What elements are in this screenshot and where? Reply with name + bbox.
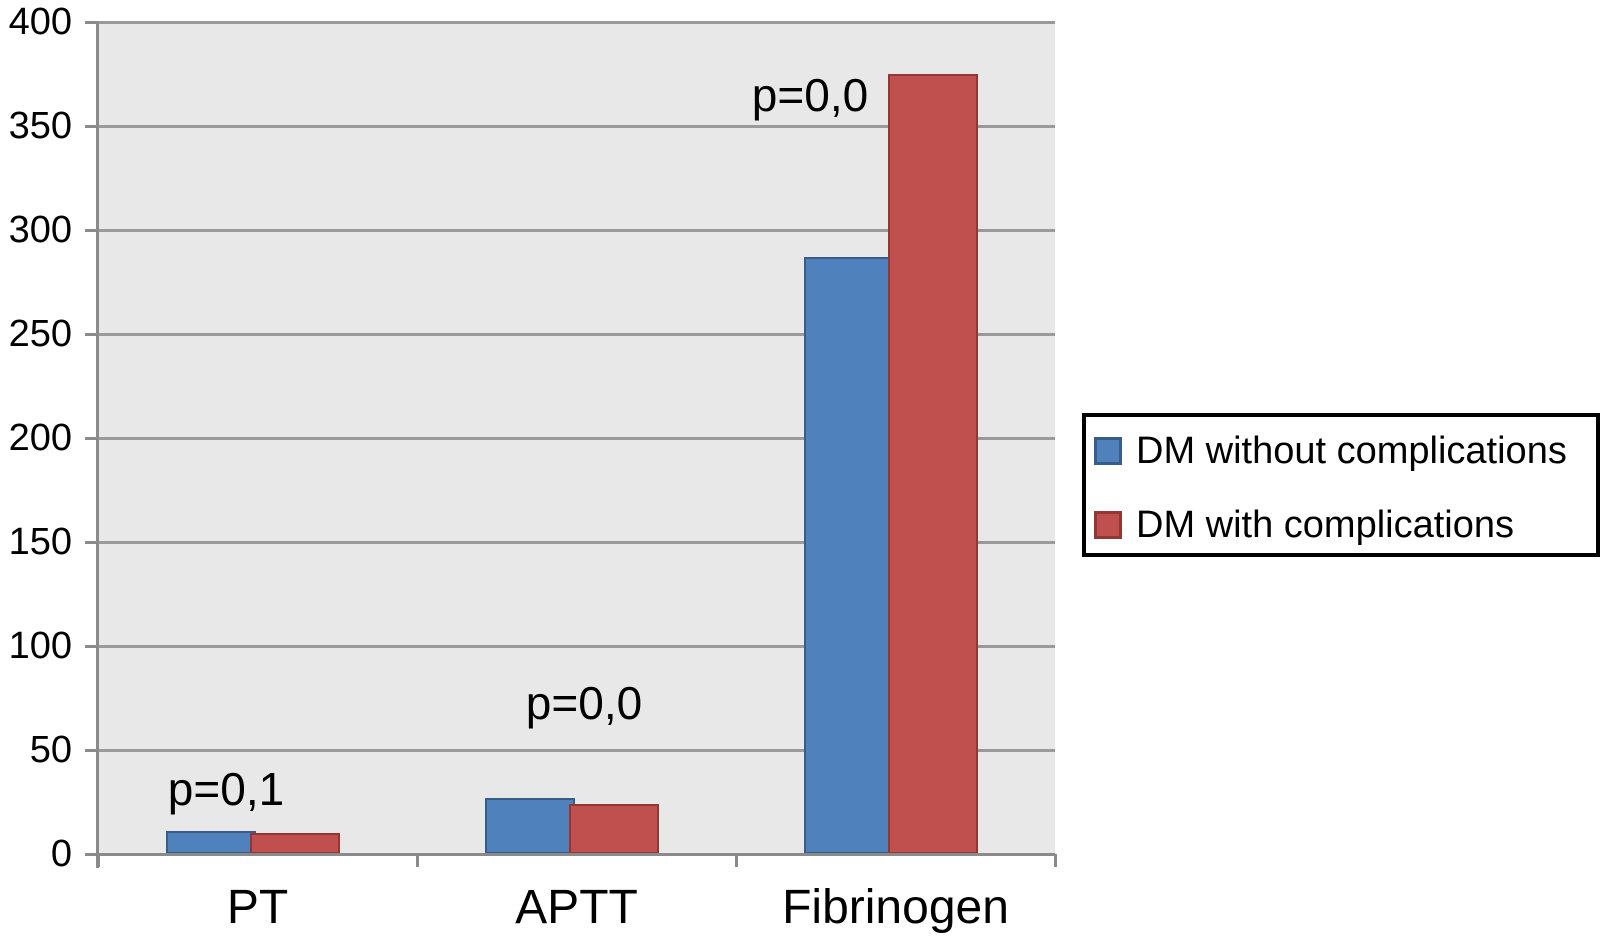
x-axis-line xyxy=(96,852,1055,856)
gridline-400 xyxy=(98,20,1055,24)
bar-with-complications-fibrinogen xyxy=(887,74,978,854)
y-axis-label-0: 0 xyxy=(50,833,72,875)
x-axis-label-fibrinogen: Fibrinogen xyxy=(782,881,1009,934)
y-axis-line xyxy=(96,22,99,868)
y-axis-label-50: 50 xyxy=(29,729,72,771)
y-axis-label-250: 250 xyxy=(8,313,72,355)
y-tick-200 xyxy=(85,436,98,440)
y-tick-0 xyxy=(85,852,98,856)
gridline-50 xyxy=(98,748,1055,752)
y-tick-250 xyxy=(85,332,98,336)
x-tick-0 xyxy=(96,854,100,867)
y-tick-100 xyxy=(85,644,98,648)
p-value-annotation-fibrinogen: p=0,0 xyxy=(751,69,869,121)
bar-with-complications-aptt xyxy=(568,804,659,854)
y-axis-label-350: 350 xyxy=(8,105,72,147)
x-tick-3 xyxy=(1053,854,1057,867)
p-value-annotation-aptt: p=0,0 xyxy=(525,677,643,729)
y-axis-label-300: 300 xyxy=(8,209,72,251)
legend-item-with-complications: DM with complications xyxy=(1094,505,1514,545)
y-tick-300 xyxy=(85,228,98,232)
y-tick-150 xyxy=(85,540,98,544)
y-tick-350 xyxy=(85,124,98,128)
bar-with-complications-pt xyxy=(249,833,340,854)
gridline-300 xyxy=(98,228,1055,232)
y-axis-label-200: 200 xyxy=(8,417,72,459)
legend: DM without complications DM with complic… xyxy=(1082,413,1600,557)
bar-without-complications-pt xyxy=(165,831,256,854)
legend-swatch-blue xyxy=(1094,437,1122,465)
gridline-150 xyxy=(98,540,1055,544)
x-axis-label-pt: PT xyxy=(226,881,289,934)
legend-label-without-complications: DM without complications xyxy=(1136,430,1567,472)
gridline-250 xyxy=(98,332,1055,336)
gridline-200 xyxy=(98,436,1055,440)
gridline-100 xyxy=(98,644,1055,648)
bar-without-complications-aptt xyxy=(484,797,575,854)
p-value-annotation-pt: p=0,1 xyxy=(167,763,285,815)
x-tick-2 xyxy=(734,854,738,867)
y-axis-label-400: 400 xyxy=(8,1,72,43)
y-tick-50 xyxy=(85,748,98,752)
y-axis-label-100: 100 xyxy=(8,625,72,667)
gridline-350 xyxy=(98,124,1055,128)
legend-label-with-complications: DM with complications xyxy=(1136,504,1514,546)
legend-swatch-red xyxy=(1094,511,1122,539)
x-axis-label-aptt: APTT xyxy=(515,881,638,934)
y-tick-400 xyxy=(85,20,98,24)
legend-item-without-complications: DM without complications xyxy=(1094,431,1567,471)
bar-without-complications-fibrinogen xyxy=(803,257,894,854)
x-tick-1 xyxy=(415,854,419,867)
y-axis-label-150: 150 xyxy=(8,521,72,563)
